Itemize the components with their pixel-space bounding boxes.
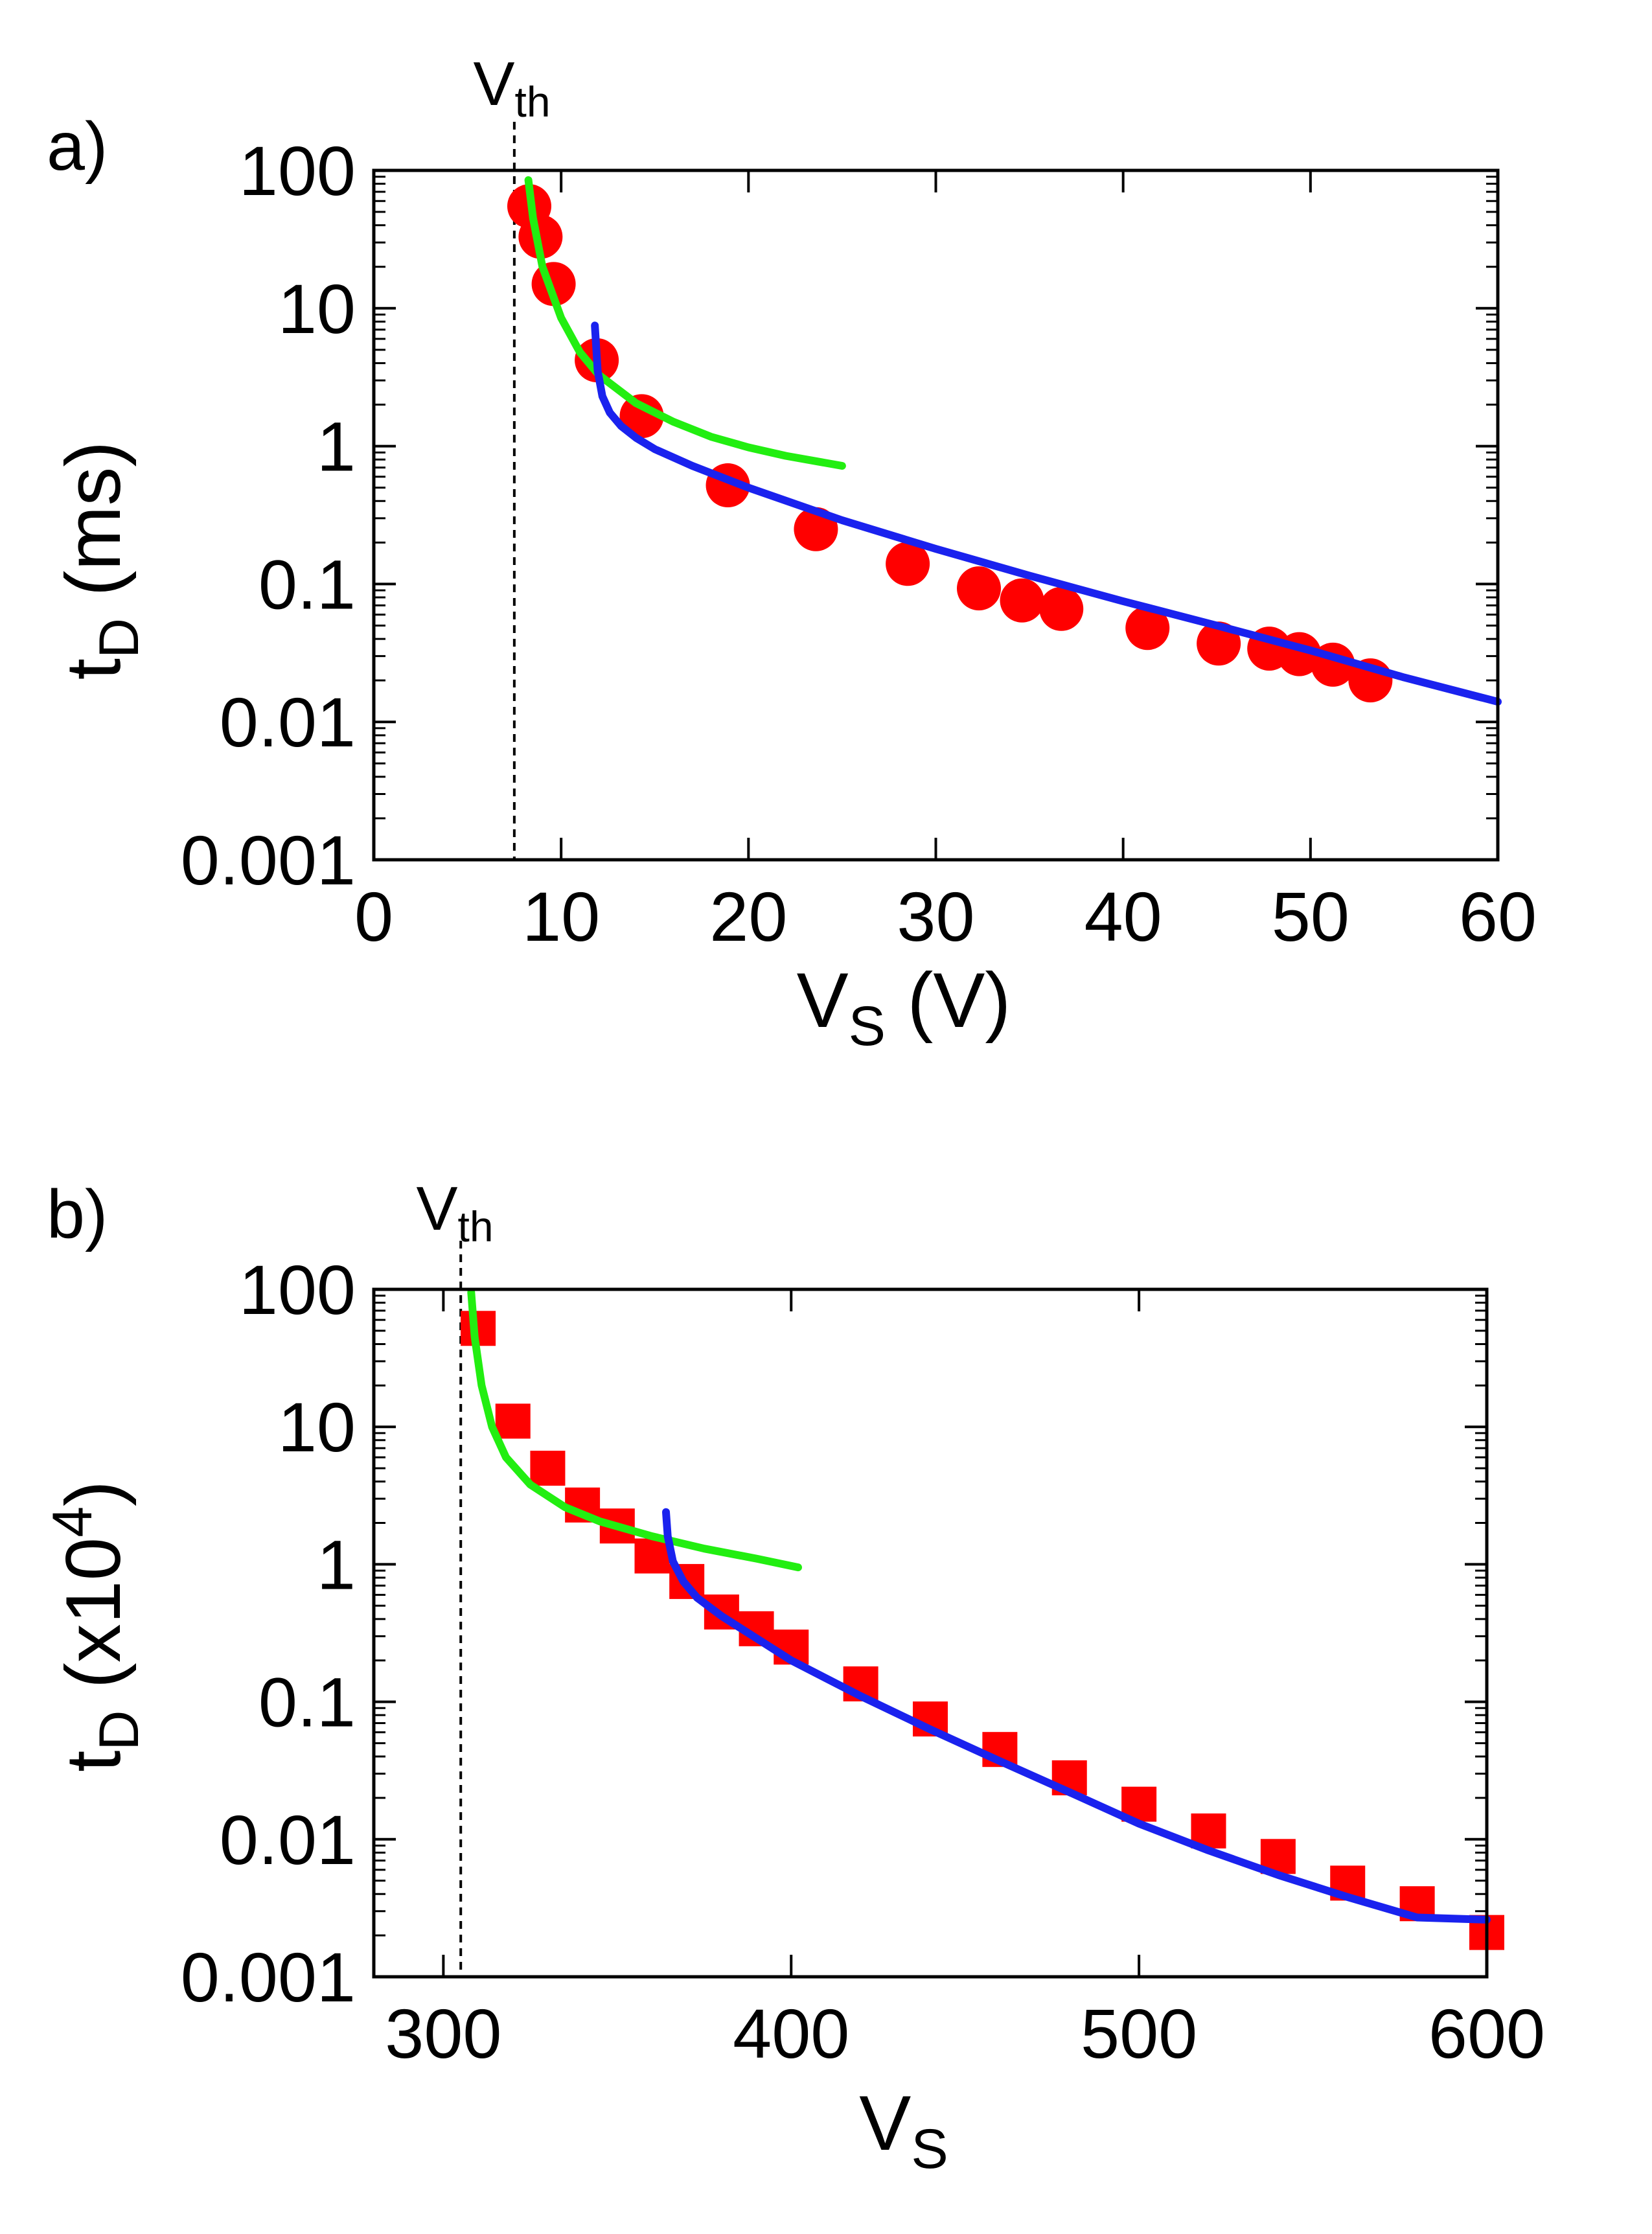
y-tick-label: 0.1 bbox=[258, 545, 356, 623]
data-point bbox=[1125, 606, 1170, 651]
y-tick-label: 1 bbox=[317, 408, 356, 486]
y-axis-label: tD (ms) bbox=[50, 441, 150, 680]
x-tick-label: 50 bbox=[1272, 877, 1349, 956]
plot-area: 0.001 0.01 0.1 1 10 100 0 10 20 30 40 50 60 bbox=[181, 122, 1537, 956]
x-axis-label: VS bbox=[859, 2080, 948, 2180]
data-point bbox=[1000, 578, 1044, 623]
panel-label: b) bbox=[47, 1176, 108, 1252]
green-fit-curve bbox=[524, 176, 846, 470]
x-tick-label: 60 bbox=[1459, 877, 1537, 956]
blue-fit-curve bbox=[662, 1508, 1491, 1924]
x-axis-label: VS (V) bbox=[797, 957, 1011, 1057]
data-series bbox=[461, 1311, 1504, 1950]
panel-label: a) bbox=[47, 108, 108, 185]
data-point bbox=[886, 542, 930, 586]
y-axis-label: tD (x104) bbox=[41, 1480, 150, 1772]
y-tick-label: 0.001 bbox=[181, 1938, 356, 2016]
y-tick-label: 0.01 bbox=[220, 683, 356, 761]
panel-b: b) 0.001 0.01 0.1 1 10 100 300 400 500 600 Vth VS… bbox=[41, 1174, 1545, 2180]
vth-label: Vth bbox=[416, 1174, 493, 1250]
y-tick-label: 10 bbox=[278, 1388, 356, 1466]
x-tick-label: 400 bbox=[733, 1994, 849, 2073]
data-point bbox=[957, 566, 1002, 611]
vth-label: Vth bbox=[473, 49, 550, 126]
y-minor-ticks bbox=[374, 176, 1498, 820]
data-point bbox=[634, 1538, 670, 1574]
plot-frame bbox=[372, 168, 1500, 862]
plot-frame bbox=[372, 1287, 1489, 1979]
panel-a: a) 0.001 0.01 0.1 1 10 100 0 10 20 30 40 50 60 Vth V… bbox=[47, 49, 1537, 1057]
y-tick-label: 100 bbox=[239, 132, 356, 210]
data-point bbox=[1039, 586, 1084, 631]
x-tick-label: 30 bbox=[897, 877, 974, 956]
plot-area: 0.001 0.01 0.1 1 10 100 300 400 500 600 bbox=[181, 1241, 1545, 2073]
y-tick-label: 100 bbox=[239, 1250, 356, 1329]
y-tick-label: 1 bbox=[317, 1525, 356, 1604]
y-tick-label: 0.01 bbox=[220, 1801, 356, 1879]
x-tick-label: 300 bbox=[385, 1994, 501, 2073]
data-point bbox=[619, 394, 664, 439]
y-minor-ticks bbox=[374, 1295, 1487, 1937]
data-point bbox=[495, 1403, 531, 1439]
x-tick-label: 0 bbox=[354, 877, 393, 956]
y-tick-label: 0.001 bbox=[181, 821, 356, 899]
y-tick-label: 10 bbox=[278, 270, 356, 348]
green-fit-curve bbox=[467, 1288, 802, 1572]
x-tick-label: 10 bbox=[522, 877, 600, 956]
y-tick-label: 0.1 bbox=[258, 1663, 356, 1742]
blue-fit-curve bbox=[591, 321, 1502, 706]
x-tick-label: 500 bbox=[1081, 1994, 1197, 2073]
x-tick-label: 40 bbox=[1084, 877, 1162, 956]
data-point bbox=[530, 1451, 566, 1486]
x-tick-label: 20 bbox=[709, 877, 787, 956]
x-tick-label: 600 bbox=[1428, 1994, 1545, 2073]
